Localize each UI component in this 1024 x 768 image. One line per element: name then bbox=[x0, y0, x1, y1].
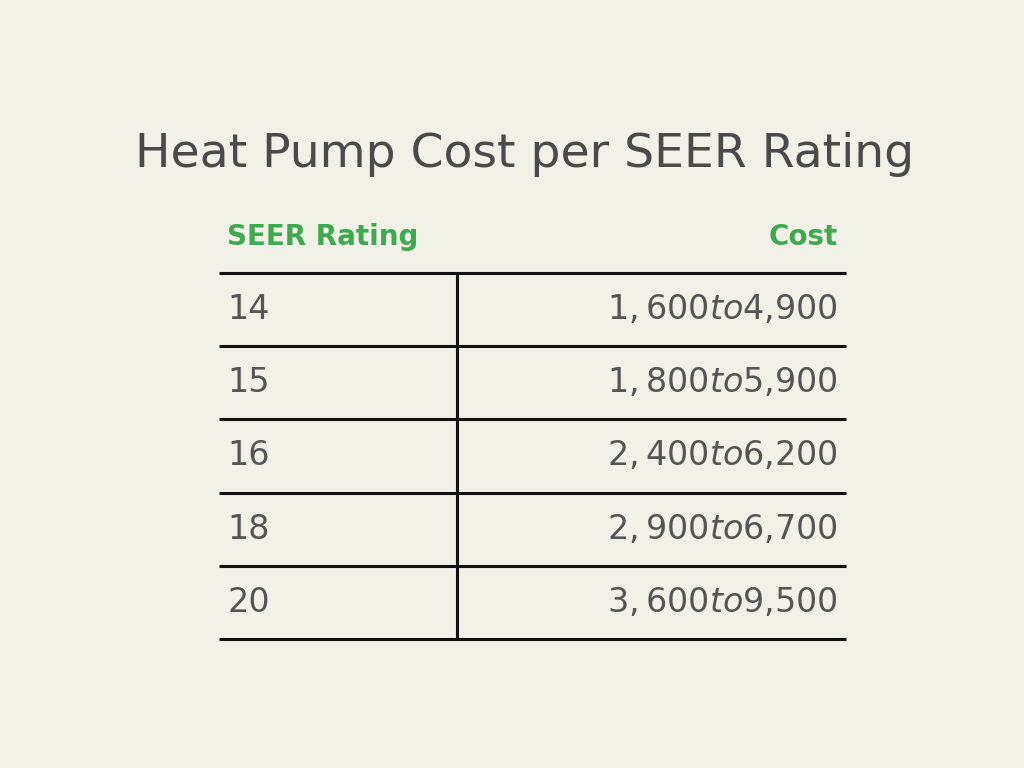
Text: SEER Rating: SEER Rating bbox=[227, 223, 419, 251]
Text: $1,600 to $4,900: $1,600 to $4,900 bbox=[607, 293, 839, 326]
Text: 15: 15 bbox=[227, 366, 269, 399]
Text: $3,600 to $9,500: $3,600 to $9,500 bbox=[607, 586, 839, 619]
Text: 14: 14 bbox=[227, 293, 269, 326]
Text: Cost: Cost bbox=[769, 223, 839, 251]
Text: $2,400 to $6,200: $2,400 to $6,200 bbox=[607, 439, 839, 472]
Text: $2,900 to $6,700: $2,900 to $6,700 bbox=[607, 513, 839, 546]
Text: 18: 18 bbox=[227, 513, 269, 546]
Text: $1,800 to $5,900: $1,800 to $5,900 bbox=[607, 366, 839, 399]
Text: 16: 16 bbox=[227, 439, 269, 472]
Text: 20: 20 bbox=[227, 586, 270, 619]
Text: Heat Pump Cost per SEER Rating: Heat Pump Cost per SEER Rating bbox=[135, 132, 914, 177]
